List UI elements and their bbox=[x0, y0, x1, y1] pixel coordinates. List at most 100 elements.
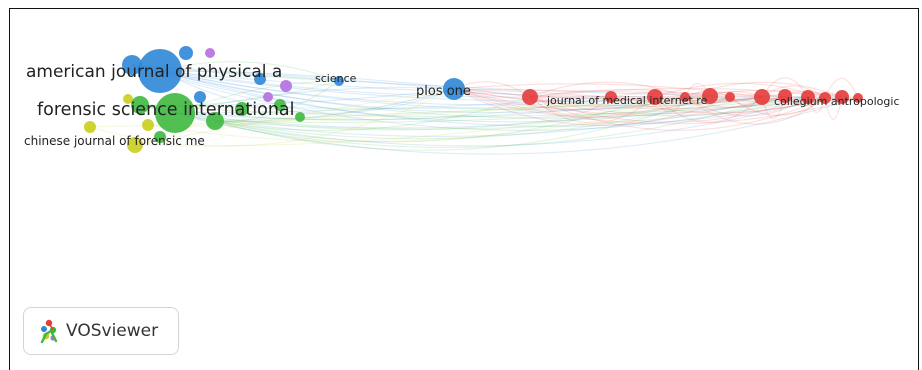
network-link bbox=[131, 64, 843, 98]
network-link bbox=[159, 70, 656, 98]
network-link bbox=[131, 64, 809, 131]
network-link bbox=[529, 96, 763, 107]
network-link bbox=[174, 96, 731, 129]
network-link bbox=[214, 95, 711, 151]
network-link bbox=[159, 70, 531, 98]
node-red-9[interactable] bbox=[801, 90, 815, 104]
vosviewer-logo-icon bbox=[38, 318, 60, 344]
node-yellow-3[interactable] bbox=[142, 119, 154, 131]
node-red-7[interactable] bbox=[754, 89, 770, 105]
node-red-12[interactable] bbox=[853, 93, 863, 103]
node-red-11[interactable] bbox=[835, 90, 849, 104]
network-link bbox=[131, 64, 763, 123]
network-link bbox=[729, 96, 826, 116]
network-link bbox=[214, 88, 455, 122]
vosviewer-logo[interactable]: VOSviewer bbox=[23, 307, 179, 355]
network-link bbox=[453, 88, 826, 110]
network-link bbox=[610, 96, 763, 104]
network-link bbox=[654, 96, 763, 123]
network-link bbox=[684, 96, 826, 125]
network-link bbox=[529, 96, 656, 124]
network-link bbox=[174, 97, 859, 155]
network-link bbox=[134, 95, 711, 147]
network-link bbox=[684, 81, 843, 98]
node-green-6[interactable] bbox=[295, 112, 305, 122]
network-link bbox=[610, 92, 686, 98]
label-chinese-journal-of-forensic-me[interactable]: chinese journal of forensic me bbox=[24, 134, 205, 148]
node-plos-one[interactable] bbox=[443, 78, 465, 100]
network-link bbox=[529, 89, 711, 98]
node-blue-3[interactable] bbox=[194, 91, 206, 103]
network-link bbox=[453, 88, 786, 97]
node-red-8[interactable] bbox=[778, 89, 792, 103]
network-link bbox=[214, 96, 656, 143]
label-american-journal-of-physical-a[interactable]: american journal of physical a bbox=[26, 62, 282, 82]
network-link bbox=[453, 88, 711, 118]
map-frame: american journal of physical a forensic … bbox=[9, 8, 919, 370]
network-link bbox=[529, 96, 612, 115]
network-link bbox=[174, 86, 455, 114]
network-link bbox=[131, 64, 711, 114]
network-link bbox=[174, 97, 826, 147]
network-link bbox=[529, 81, 686, 98]
network-link bbox=[453, 88, 843, 117]
network-labels: american journal of physical a forensic … bbox=[24, 62, 900, 148]
node-blue-2[interactable] bbox=[179, 46, 193, 60]
node-yellow-2[interactable] bbox=[127, 137, 143, 153]
node-red-4[interactable] bbox=[680, 92, 690, 102]
vosviewer-logo-text: VOSviewer bbox=[66, 321, 159, 341]
node-red-3[interactable] bbox=[647, 89, 663, 105]
label-plos-one[interactable]: plos one bbox=[416, 84, 471, 99]
label-journal-of-medical-internet-re[interactable]: journal of medical internet re bbox=[546, 94, 708, 107]
network-visualization[interactable]: american journal of physical a forensic … bbox=[10, 9, 919, 370]
network-link bbox=[214, 96, 843, 130]
network-link bbox=[214, 80, 340, 122]
network-link bbox=[453, 88, 656, 103]
network-nodes bbox=[84, 46, 863, 153]
node-purple-1[interactable] bbox=[205, 48, 215, 58]
node-red-6[interactable] bbox=[725, 92, 735, 102]
network-link bbox=[529, 87, 843, 98]
network-link bbox=[529, 96, 809, 123]
network-links bbox=[89, 61, 859, 155]
network-link bbox=[610, 96, 826, 114]
label-science[interactable]: science bbox=[315, 72, 357, 85]
node-green-1[interactable] bbox=[131, 96, 149, 114]
network-link bbox=[453, 83, 763, 98]
node-purple-3[interactable] bbox=[263, 92, 273, 102]
network-link bbox=[159, 70, 763, 111]
node-blue-4[interactable] bbox=[254, 73, 266, 85]
node-yellow-1[interactable] bbox=[84, 121, 96, 133]
node-red-2[interactable] bbox=[605, 91, 617, 103]
node-ajpa[interactable] bbox=[138, 49, 182, 93]
network-link bbox=[453, 88, 731, 126]
network-link bbox=[159, 70, 843, 127]
label-collegium-antropologic[interactable]: collegium antropologic bbox=[774, 95, 900, 108]
node-science[interactable] bbox=[334, 76, 344, 86]
network-link bbox=[147, 95, 711, 143]
node-green-3[interactable] bbox=[235, 102, 249, 116]
network-link bbox=[214, 96, 809, 123]
node-green-2[interactable] bbox=[206, 112, 224, 130]
network-link bbox=[529, 95, 786, 115]
network-link bbox=[214, 96, 531, 131]
network-link bbox=[131, 64, 531, 98]
label-forensic-science-international[interactable]: forensic science international bbox=[37, 100, 295, 120]
node-red-10[interactable] bbox=[819, 92, 831, 104]
node-yellow-4[interactable] bbox=[123, 94, 133, 104]
network-link bbox=[131, 64, 656, 106]
network-link bbox=[159, 70, 711, 102]
network-link bbox=[159, 70, 455, 114]
node-green-5[interactable] bbox=[154, 131, 166, 143]
network-link bbox=[139, 95, 786, 148]
network-link bbox=[684, 95, 786, 109]
node-purple-2[interactable] bbox=[280, 80, 292, 92]
node-red-5[interactable] bbox=[702, 88, 718, 104]
node-blue-1[interactable] bbox=[122, 55, 142, 75]
network-link bbox=[174, 96, 686, 121]
node-red-1[interactable] bbox=[522, 89, 538, 105]
node-green-4[interactable] bbox=[274, 99, 286, 111]
node-fsi[interactable] bbox=[155, 93, 195, 133]
network-link bbox=[529, 96, 826, 131]
network-link bbox=[453, 88, 859, 125]
